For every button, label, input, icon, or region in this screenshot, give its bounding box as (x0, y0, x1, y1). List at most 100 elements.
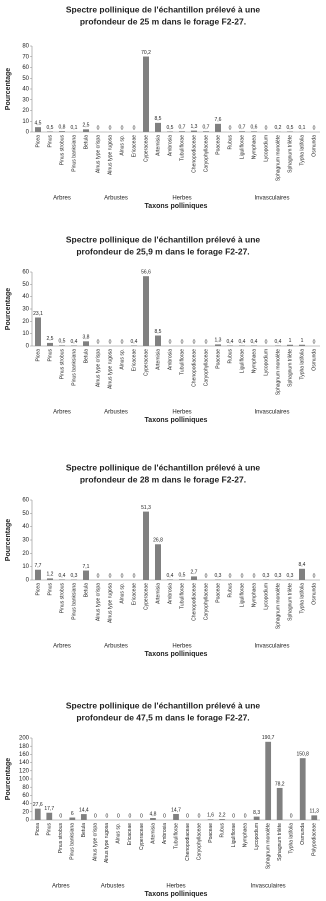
x-tick-label: Picea (35, 823, 41, 836)
value-label: 0 (265, 339, 268, 345)
value-label: 0 (265, 125, 268, 131)
value-label: 0 (121, 125, 124, 131)
x-tick-label: Alnus type crispa (95, 135, 101, 173)
x-tick-label: Tubuliflorae (179, 583, 185, 609)
value-label: 23,1 (33, 311, 43, 317)
group-label: Invasculaires (251, 884, 286, 890)
bar (215, 123, 221, 132)
value-label: 0 (97, 125, 100, 131)
x-tick-label: Artemisia (155, 135, 161, 156)
value-label: 0,5 (47, 125, 54, 131)
value-label: 70,2 (141, 50, 151, 56)
value-label: 0 (181, 339, 184, 345)
y-tick-label: 80 (22, 785, 29, 791)
x-tick-label: Ericaceae (131, 349, 137, 371)
group-label: Invasculaires (254, 410, 289, 416)
value-label: 0 (229, 573, 232, 579)
value-label: 7,6 (215, 117, 222, 123)
value-label: 0 (94, 813, 97, 819)
bar (287, 344, 293, 346)
x-axis-label: Taxons polliniques (145, 417, 208, 424)
bar (47, 342, 53, 346)
x-tick-label: Chenopodiaceae (191, 135, 197, 173)
value-label: 0 (140, 813, 143, 819)
value-label: 0 (133, 125, 136, 131)
x-tick-label: Caryophyllaceae (196, 823, 202, 860)
x-tick-label: Sphagnum monolète (275, 583, 281, 629)
value-label: 14,4 (79, 807, 89, 813)
y-tick-label: 160 (19, 752, 30, 758)
x-tick-label: Artemisia (150, 823, 156, 844)
bar (47, 578, 53, 580)
y-tick-label: 40 (22, 294, 29, 300)
y-tick-label: 30 (22, 538, 29, 544)
y-tick-label: 50 (22, 511, 29, 517)
value-label: 0,3 (287, 573, 294, 579)
x-tick-label: Cyperaceae (139, 823, 145, 850)
value-label: 0,7 (179, 125, 186, 131)
y-tick-label: 140 (19, 760, 30, 766)
y-tick-label: 200 (19, 736, 30, 742)
group-label: Arbres (53, 644, 71, 650)
x-tick-label: Ambrosia (167, 349, 173, 370)
group-label: Herbes (172, 196, 191, 202)
bar (215, 344, 221, 346)
y-tick-label: 10 (22, 564, 29, 570)
y-tick-label: 0 (26, 344, 30, 350)
x-tick-label: Sphagnum trilète (277, 823, 283, 861)
x-tick-label: Alnus type rugosa (107, 583, 113, 623)
group-label: Herbes (166, 884, 185, 890)
bar (83, 341, 89, 346)
x-tick-label: Cyperaceae (143, 135, 149, 162)
value-label: 14,7 (171, 807, 181, 813)
value-label: 0,4 (59, 573, 66, 579)
x-tick-label: Alnus sp. (119, 349, 125, 370)
group-label: Arbustes (104, 196, 128, 202)
bar (265, 741, 272, 820)
value-label: 0 (290, 813, 293, 819)
x-tick-label: Ambrosia (162, 823, 168, 844)
x-tick-label: Alnus type crispa (93, 823, 99, 861)
x-tick-label: Cyperaceae (143, 583, 149, 610)
value-label: 0 (129, 813, 132, 819)
value-label: 4,8 (149, 811, 156, 817)
x-tick-label: Alnus sp. (119, 135, 125, 156)
bar (69, 817, 76, 820)
x-tick-label: Caryophyllaceae (203, 135, 209, 172)
value-label: 1 (289, 338, 292, 344)
x-tick-label: Nymphaea (251, 135, 257, 159)
x-tick-label: Sphagnum monolète (265, 823, 271, 869)
value-label: 0,4 (71, 339, 78, 345)
value-label: 8,3 (253, 810, 260, 816)
bar (47, 131, 53, 132)
x-tick-label: Typha latifolia (299, 583, 305, 614)
value-label: 0,7 (239, 125, 246, 131)
value-label: 0,4 (275, 339, 282, 345)
x-tick-label: Ericaceae (127, 823, 133, 845)
value-label: 0 (253, 573, 256, 579)
value-label: 0 (97, 573, 100, 579)
y-tick-label: 50 (22, 282, 29, 288)
x-tick-label: Osmunda (300, 823, 306, 845)
value-label: 0,5 (179, 573, 186, 579)
group-label: Invasculaires (254, 196, 289, 202)
bar (155, 122, 161, 132)
value-label: 0,4 (167, 573, 174, 579)
bar (35, 569, 41, 580)
y-tick-label: 40 (22, 801, 29, 807)
chart-title: Spectre pollinique de l'échantillon prél… (66, 4, 261, 14)
value-label: 0,4 (131, 339, 138, 345)
group-label: Arbustes (101, 884, 125, 890)
value-label: 0 (186, 813, 189, 819)
x-tick-label: Alnus type crispa (95, 349, 101, 387)
value-label: 0 (59, 813, 62, 819)
x-tick-label: Typha latifolia (289, 823, 295, 854)
bar (287, 131, 293, 132)
value-label: 0,4 (239, 339, 246, 345)
value-label: 0,3 (71, 573, 78, 579)
x-tick-label: Alnus type crispa (95, 583, 101, 621)
x-tick-label: Alnus type rugosa (107, 135, 113, 175)
value-label: 51,3 (141, 505, 151, 511)
x-tick-label: Poaceae (215, 583, 221, 603)
